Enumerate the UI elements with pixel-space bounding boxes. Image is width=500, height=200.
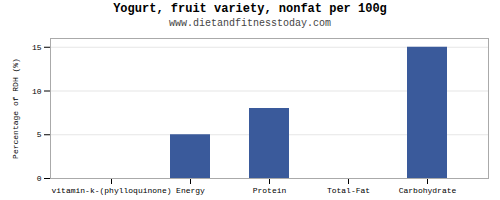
svg-text:vitamin-k-(phylloquinone): vitamin-k-(phylloquinone) — [51, 186, 171, 195]
svg-text:Total-Fat: Total-Fat — [327, 186, 370, 195]
svg-text:10: 10 — [32, 87, 42, 96]
html-text:www.dietandfitnesstoday.com: www.dietandfitnesstoday.com — [169, 18, 331, 29]
svg-text:0: 0 — [37, 174, 42, 183]
svg-text:Energy: Energy — [176, 186, 205, 195]
svg-text:Percentage of RDH (%): Percentage of RDH (%) — [11, 58, 20, 159]
html-text:Yogurt, fruit variety, nonfat: Yogurt, fruit variety, nonfat per 100g — [113, 2, 387, 16]
svg-text:Protein: Protein — [253, 186, 287, 195]
svg-text:5: 5 — [37, 130, 42, 139]
svg-text:Carbohydrate: Carbohydrate — [399, 186, 457, 195]
svg-text:15: 15 — [32, 43, 42, 52]
